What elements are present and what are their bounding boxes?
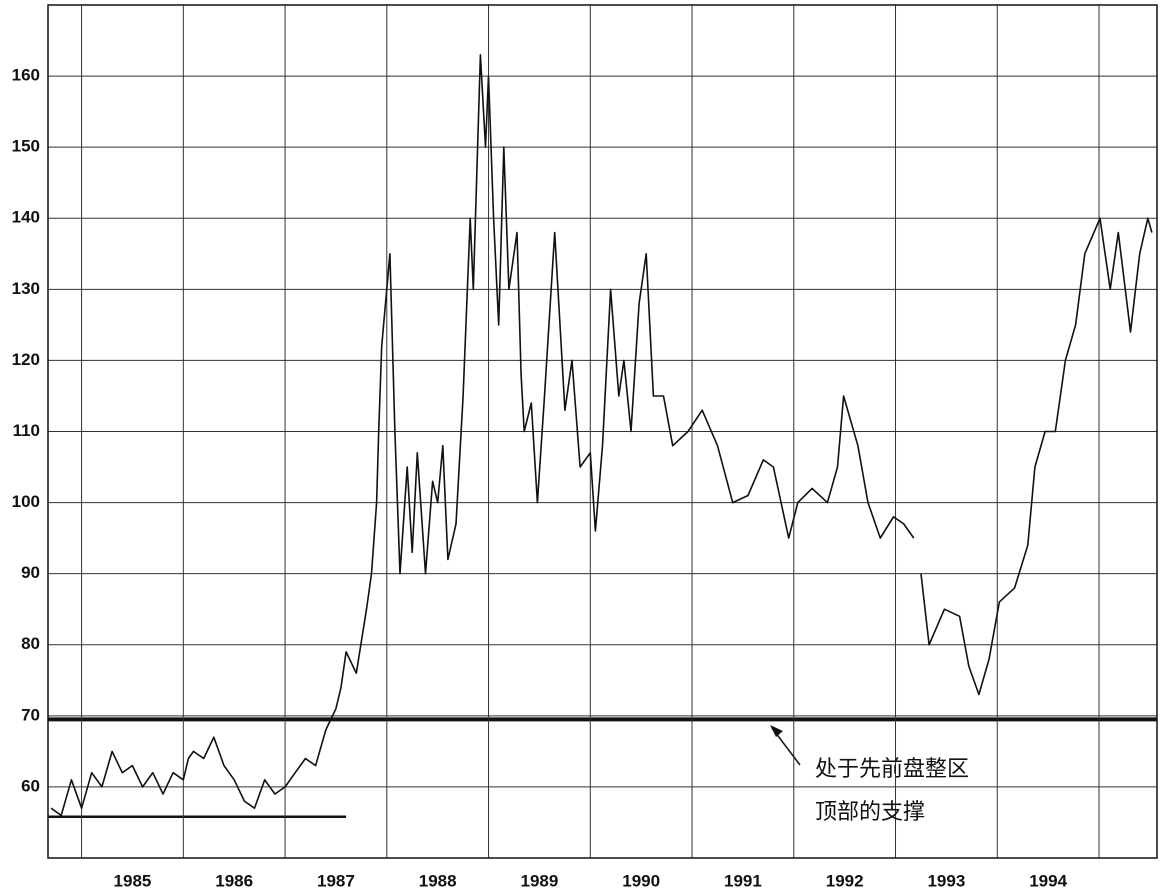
y-tick-label: 100 <box>12 492 40 511</box>
x-tick-label: 1993 <box>927 871 965 890</box>
price-line <box>50 54 1153 817</box>
y-tick-label: 130 <box>12 279 40 298</box>
x-tick-label: 1990 <box>622 871 660 890</box>
x-tick-label: 1991 <box>724 871 762 890</box>
y-tick-label: 110 <box>13 421 40 440</box>
x-tick-label: 1992 <box>826 871 864 890</box>
y-tick-label: 60 <box>21 776 40 795</box>
x-tick-label: 1989 <box>521 871 559 890</box>
y-tick-label: 160 <box>12 66 40 85</box>
y-tick-label: 90 <box>21 563 40 582</box>
annotation-line: 处于先前盘整区 <box>815 756 969 781</box>
x-tick-label: 1988 <box>419 871 457 890</box>
x-tick-label: 1986 <box>215 871 253 890</box>
plot-frame <box>47 4 1158 859</box>
annotation-line: 顶部的支撑 <box>815 799 925 824</box>
y-tick-label: 70 <box>21 705 40 724</box>
y-tick-label: 150 <box>12 137 40 156</box>
x-tick-label: 1985 <box>114 871 152 890</box>
y-tick-label: 140 <box>12 208 40 227</box>
x-tick-label: 1994 <box>1029 871 1067 890</box>
x-tick-label: 1987 <box>317 871 355 890</box>
arrow-head <box>770 725 783 737</box>
y-tick-label: 120 <box>12 350 40 369</box>
y-tick-label: 80 <box>21 634 40 653</box>
